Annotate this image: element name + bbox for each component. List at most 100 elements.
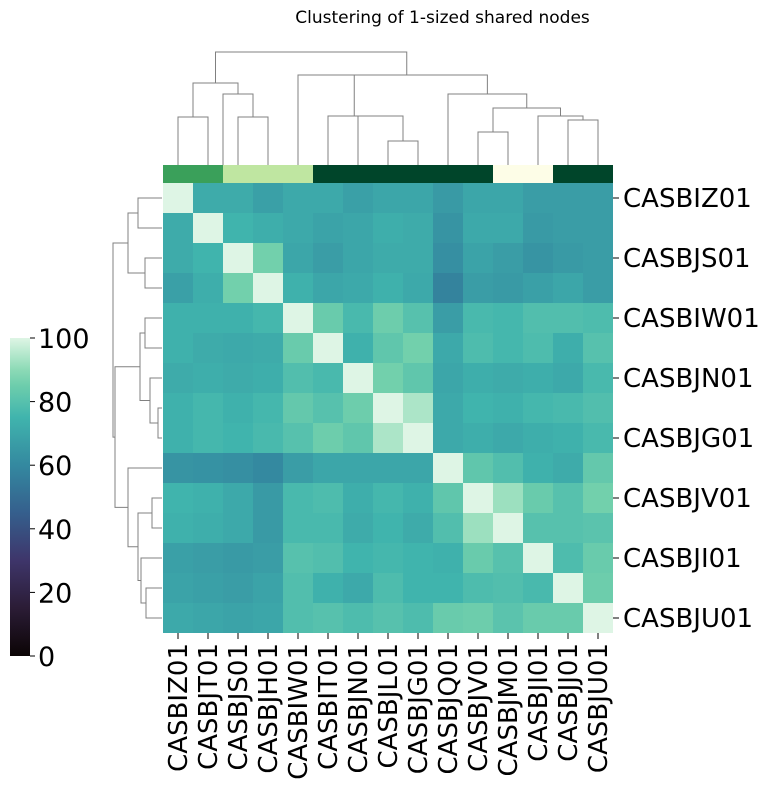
heatmap-cell (343, 573, 373, 603)
heatmap-cell (493, 393, 523, 423)
heatmap-cell (283, 333, 313, 363)
y-tick-label: CASBJS01 (623, 244, 751, 274)
dendrogram-link (327, 115, 381, 165)
dendrogram-link (137, 197, 162, 229)
x-tick-label: CASBJQ01 (434, 643, 464, 775)
heatmap-cell (463, 183, 493, 213)
heatmap-cell (583, 333, 613, 363)
heatmap-cell (493, 423, 523, 453)
heatmap-cell (583, 393, 613, 423)
heatmap-cell (433, 363, 463, 393)
y-tick-label: CASBJV01 (623, 484, 752, 514)
heatmap-cell (163, 513, 193, 543)
heatmap-cell (313, 333, 343, 363)
heatmap-cell (253, 453, 283, 483)
heatmap-cell (523, 333, 553, 363)
heatmap-cell (433, 303, 463, 333)
x-tick-label: CASBIW01 (284, 643, 314, 780)
dendrogram-link (447, 93, 528, 165)
heatmap-cell (283, 543, 313, 573)
heatmap-cell (463, 393, 493, 423)
heatmap-cell (223, 603, 253, 633)
heatmap-cell (223, 213, 253, 243)
heatmap-cell (163, 363, 193, 393)
heatmap-cell (583, 243, 613, 273)
x-tick-label: CASBJJ01 (554, 643, 584, 762)
heatmap-cell (163, 453, 193, 483)
heatmap-cell (313, 483, 343, 513)
heatmap-cell (193, 303, 223, 333)
x-tick-label: CASBJT01 (194, 643, 224, 770)
heatmap-cell (433, 543, 463, 573)
dendrogram-link (127, 467, 162, 548)
heatmap-cell (493, 483, 523, 513)
heatmap-cell (223, 363, 253, 393)
y-tick-label: CASBIZ01 (623, 184, 752, 214)
heatmap-cell (403, 213, 433, 243)
column-color-cell (553, 165, 583, 183)
column-dendrogram (177, 51, 599, 165)
heatmap-cell (523, 483, 553, 513)
heatmap-cell (403, 393, 433, 423)
colorbar-tick-label: 0 (38, 642, 55, 673)
heatmap-cell (493, 363, 523, 393)
heatmap-cell (373, 363, 403, 393)
heatmap-cell (343, 363, 373, 393)
heatmap-cell (283, 243, 313, 273)
heatmap-cell (583, 213, 613, 243)
heatmap-cell (343, 333, 373, 363)
heatmap-cell (373, 303, 403, 333)
heatmap-cell (193, 513, 223, 543)
column-color-cell (583, 165, 613, 183)
heatmap-cell (433, 513, 463, 543)
dendrogram-link (477, 131, 509, 165)
heatmap-cell (463, 363, 493, 393)
y-tick-label: CASBJI01 (623, 544, 742, 574)
heatmap-cell (553, 483, 583, 513)
heatmap-cell (163, 333, 193, 363)
heatmap-cell (433, 213, 463, 243)
heatmap-cell (313, 453, 343, 483)
colorbar-scale (10, 338, 30, 656)
heatmap-cell (253, 573, 283, 603)
heatmap-cell (343, 543, 373, 573)
dendrogram-link (144, 257, 162, 289)
heatmap-cell (553, 333, 583, 363)
heatmap-cell (343, 513, 373, 543)
heatmap-cell (223, 513, 253, 543)
heatmap-cell (313, 213, 343, 243)
heatmap-cell (523, 543, 553, 573)
column-color-cell (463, 165, 493, 183)
heatmap-cell (223, 423, 253, 453)
heatmap-cell (403, 333, 433, 363)
heatmap-cell (343, 273, 373, 303)
y-axis-tick-labels: CASBIZ01 CASBJS01 CASBIW01 CASBJN01 CASBJG01… (613, 184, 760, 634)
heatmap-cell (433, 273, 463, 303)
heatmap-cell (343, 453, 373, 483)
heatmap-cell (373, 393, 403, 423)
heatmap-cell (223, 393, 253, 423)
heatmap-cell (463, 213, 493, 243)
heatmap-cell (343, 183, 373, 213)
heatmap-cell (493, 183, 523, 213)
heatmap-cell (523, 183, 553, 213)
column-color-cell (283, 165, 313, 183)
heatmap-cell (373, 333, 403, 363)
heatmap-cell (223, 333, 253, 363)
heatmap-cell (523, 363, 553, 393)
heatmap-cell (283, 213, 313, 243)
heatmap-cell (583, 183, 613, 213)
dendrogram-link (492, 107, 561, 132)
heatmap-cell (403, 363, 433, 393)
chart-title: Clustering of 1-sized shared nodes (295, 8, 590, 28)
heatmap-cell (403, 303, 433, 333)
heatmap-cell (163, 183, 193, 213)
heatmap-cell (373, 423, 403, 453)
heatmap-cell (553, 573, 583, 603)
heatmap-cell (223, 543, 253, 573)
column-color-cell (223, 165, 253, 183)
heatmap-cell (493, 513, 523, 543)
heatmap-cell (163, 573, 193, 603)
heatmap-cell (283, 513, 313, 543)
heatmap-cells (163, 183, 613, 633)
